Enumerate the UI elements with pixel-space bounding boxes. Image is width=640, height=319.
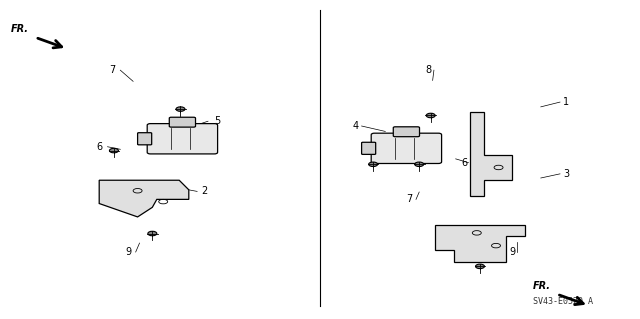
Text: FR.: FR. xyxy=(11,24,29,34)
FancyBboxPatch shape xyxy=(362,142,376,154)
FancyBboxPatch shape xyxy=(169,117,196,127)
FancyBboxPatch shape xyxy=(393,127,420,137)
Polygon shape xyxy=(435,225,525,262)
Circle shape xyxy=(148,231,157,236)
Text: 8: 8 xyxy=(426,65,432,75)
Text: 9: 9 xyxy=(125,247,131,257)
Circle shape xyxy=(426,113,435,118)
Text: FR.: FR. xyxy=(532,281,550,291)
Text: 9: 9 xyxy=(509,247,515,257)
Polygon shape xyxy=(99,180,189,217)
FancyBboxPatch shape xyxy=(147,124,218,154)
Text: 7: 7 xyxy=(406,194,413,204)
Text: 6: 6 xyxy=(461,158,467,168)
Text: 3: 3 xyxy=(563,169,570,179)
Text: 1: 1 xyxy=(563,97,570,107)
Circle shape xyxy=(476,264,484,269)
FancyBboxPatch shape xyxy=(371,133,442,163)
Text: 4: 4 xyxy=(352,121,358,131)
Text: 2: 2 xyxy=(202,186,208,197)
Circle shape xyxy=(109,148,118,153)
Text: 5: 5 xyxy=(214,116,221,126)
Polygon shape xyxy=(470,112,512,196)
Circle shape xyxy=(369,162,378,167)
Text: 6: 6 xyxy=(96,142,102,152)
Text: SV43-E0520 A: SV43-E0520 A xyxy=(533,297,593,306)
Circle shape xyxy=(415,162,424,167)
FancyBboxPatch shape xyxy=(138,133,152,145)
Circle shape xyxy=(176,107,185,111)
Text: 7: 7 xyxy=(109,65,115,75)
